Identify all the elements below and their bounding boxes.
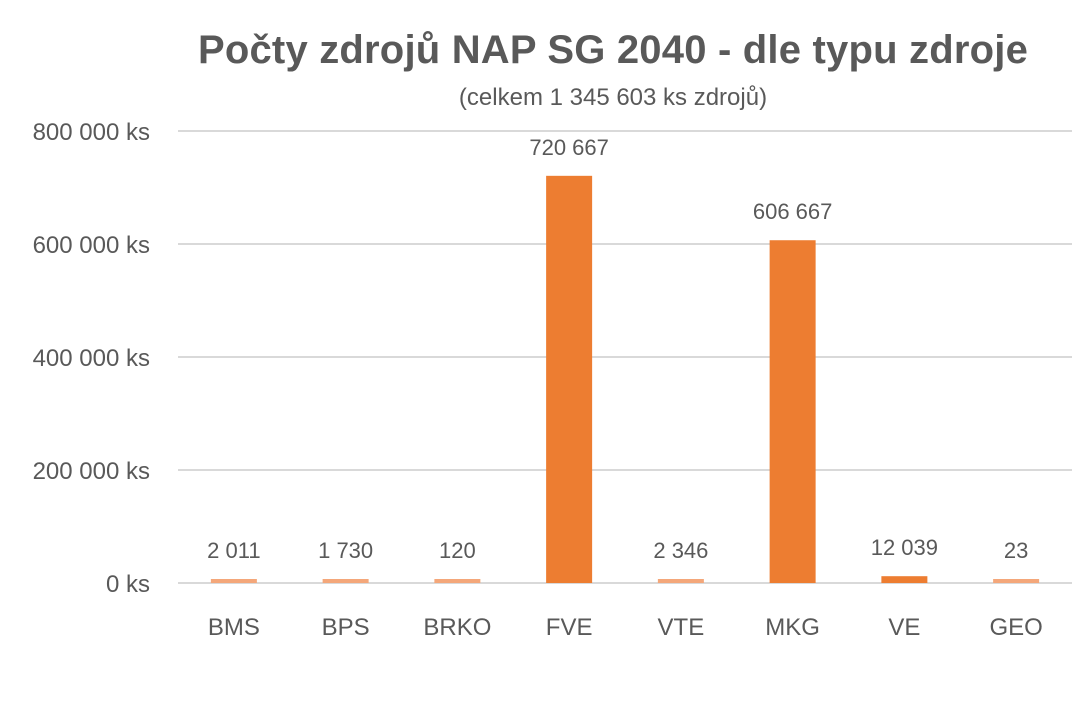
x-axis-tick-labels: BMS BPS BRKO FVE VTE MKG VE GEO bbox=[208, 614, 1043, 641]
data-labels: 2 011 1 730 120 720 667 2 346 606 667 12 039 23 bbox=[207, 135, 1028, 563]
y-tick-label: 200 000 ks bbox=[33, 458, 150, 485]
chart-title: Počty zdrojů NAP SG 2040 - dle typu zdro… bbox=[197, 28, 1029, 72]
x-tick-label-bps: BPS bbox=[322, 614, 370, 641]
x-tick-label-fve: FVE bbox=[546, 614, 593, 641]
bar-geo bbox=[993, 579, 1040, 583]
data-label-geo: 23 bbox=[1004, 538, 1028, 563]
bar-fve bbox=[546, 175, 593, 583]
x-tick-label-ve: VE bbox=[888, 614, 920, 641]
x-tick-label-mkg: MKG bbox=[765, 614, 820, 641]
data-label-fve: 720 667 bbox=[529, 135, 609, 160]
chart-subtitle: (celkem 1 345 603 ks zdrojů) bbox=[458, 84, 768, 111]
data-label-brko: 120 bbox=[439, 538, 476, 563]
data-label-ve: 12 039 bbox=[871, 535, 938, 560]
y-tick-label: 800 000 ks bbox=[33, 119, 150, 146]
bar-vte bbox=[657, 579, 704, 583]
bars bbox=[210, 175, 1040, 583]
gridlines bbox=[178, 130, 1072, 584]
data-label-mkg: 606 667 bbox=[753, 199, 833, 224]
bar-bms bbox=[210, 579, 257, 583]
x-tick-label-geo: GEO bbox=[989, 614, 1042, 641]
y-tick-label: 600 000 ks bbox=[33, 232, 150, 259]
bar-mkg bbox=[769, 240, 816, 583]
data-label-bps: 1 730 bbox=[318, 538, 373, 563]
data-label-bms: 2 011 bbox=[207, 538, 260, 563]
y-axis-tick-labels: 0 ks 200 000 ks 400 000 ks 600 000 ks 800 00… bbox=[33, 119, 150, 598]
bar-brko bbox=[434, 579, 481, 583]
x-tick-label-vte: VTE bbox=[658, 614, 705, 641]
bar-ve bbox=[881, 576, 928, 583]
y-tick-label: 400 000 ks bbox=[33, 345, 150, 372]
data-label-vte: 2 346 bbox=[653, 538, 708, 563]
bar-bps bbox=[322, 579, 369, 583]
x-tick-label-brko: BRKO bbox=[423, 614, 491, 641]
x-tick-label-bms: BMS bbox=[208, 614, 260, 641]
y-tick-label: 0 ks bbox=[106, 571, 150, 598]
